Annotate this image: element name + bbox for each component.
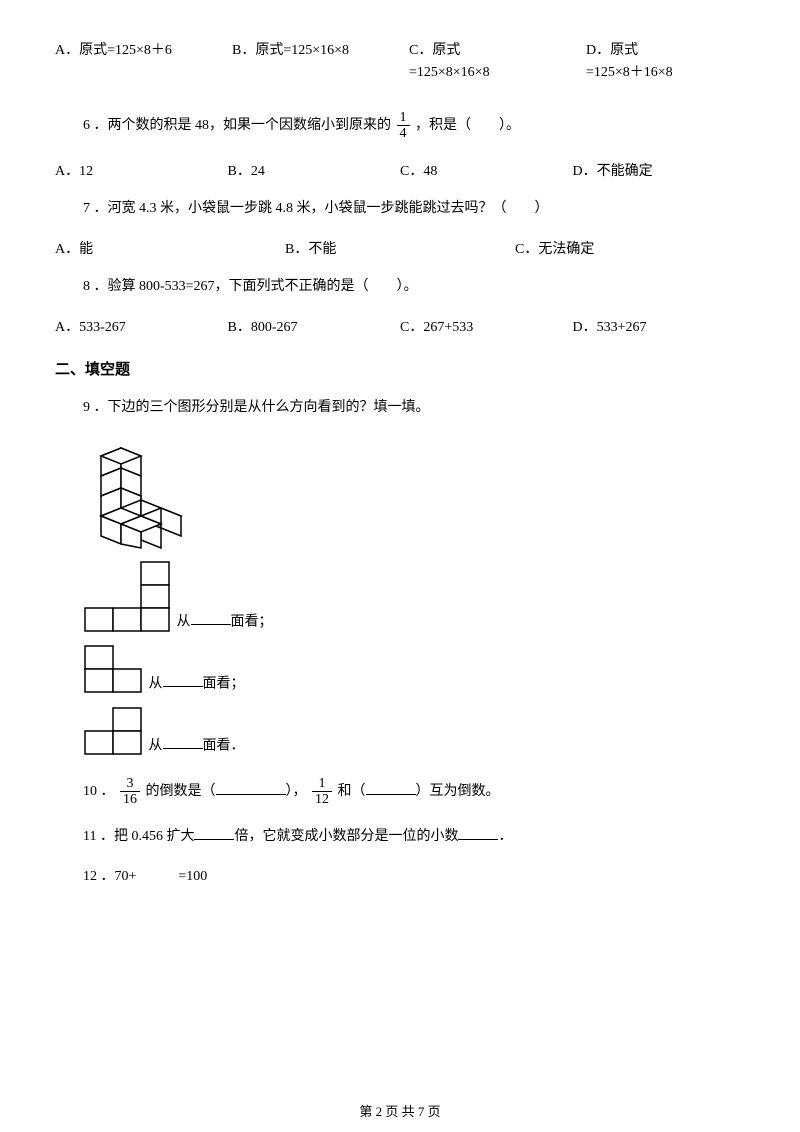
q12-text: 12 ．70+ =100: [83, 866, 745, 888]
q9-view3: 从 面看．: [83, 706, 745, 758]
q6-optA: A．12: [55, 160, 228, 180]
q9-blank3: [163, 735, 203, 749]
q5-optA: A．原式=125×8＋6: [55, 40, 214, 62]
q6-frac-den: 4: [397, 126, 410, 141]
q10-frac2: 1 12: [312, 776, 332, 808]
q11-suffix: ．: [498, 829, 512, 844]
q8-optC: C．267+533: [400, 316, 573, 336]
q5-optC: C．原式 =125×8×16×8: [409, 40, 568, 85]
q6-optB: B．24: [228, 160, 401, 180]
q9-from2: 从: [149, 676, 163, 691]
q9-view1: 从 面看；: [83, 560, 745, 634]
q6-fraction: 1 4: [397, 110, 410, 142]
q9-from3: 从: [149, 738, 163, 753]
q11-blank2: [458, 826, 498, 840]
q5-optD-l2: =125×8＋16×8: [586, 65, 673, 80]
q8-options: A．533-267 B．800-267 C．267+533 D．533+267: [55, 316, 745, 336]
q7-optB: B．不能: [285, 238, 515, 258]
q5-optB: B．原式=125×16×8: [232, 40, 391, 62]
q8-optA: A．533-267: [55, 316, 228, 336]
q10-mid2: ），: [286, 784, 307, 799]
q10-prefix: 10 ．: [83, 784, 115, 799]
q10-frac2-num: 1: [312, 776, 332, 792]
q6-prefix: 6 ．两个数的积是 48，如果一个因数缩小到原来的: [83, 118, 391, 133]
q9-side1: 面看；: [231, 614, 273, 629]
q6-frac-num: 1: [397, 110, 410, 126]
q5-options: A．原式=125×8＋6 B．原式=125×16×8 C．原式 =125×8×1…: [55, 40, 745, 85]
section-2-title: 二、填空题: [55, 358, 745, 379]
q5-optC-l2: =125×8×16×8: [409, 65, 490, 80]
q8-text: 8 ．验算 800-533=267，下面列式不正确的是（ ）。: [83, 276, 745, 298]
q10-frac1-num: 3: [120, 776, 140, 792]
page-footer: 第 2 页 共 7 页: [0, 1101, 800, 1120]
q7-optA: A．能: [55, 238, 285, 258]
q9-blank2: [163, 673, 203, 687]
cube-3d-icon: [83, 438, 193, 550]
q6-text: 6 ．两个数的积是 48，如果一个因数缩小到原来的 1 4 ，积是（ ）。: [83, 110, 745, 142]
q6-optC: C．48: [400, 160, 573, 180]
q10-frac1-den: 16: [120, 792, 140, 807]
q10-blank1: [216, 781, 286, 795]
q9-text: 9 ．下边的三个图形分别是从什么方向看到的？填一填。: [83, 397, 745, 419]
q6-optD: D．不能确定: [573, 160, 746, 180]
view2-grid-icon: [83, 644, 145, 696]
q5-optD-l1: D．原式: [586, 43, 638, 58]
q9-side2: 面看；: [203, 676, 245, 691]
q10-suffix: ）互为倒数。: [416, 784, 500, 799]
q10-frac1: 3 16: [120, 776, 140, 808]
q10-blank2: [366, 781, 416, 795]
view1-grid-icon: [83, 560, 173, 634]
q9-3d-figure: [83, 438, 745, 550]
q10-mid1: 的倒数是（: [146, 784, 216, 799]
q6-options: A．12 B．24 C．48 D．不能确定: [55, 160, 745, 180]
q10-text: 10 ． 3 16 的倒数是（ ）， 1 12 和（ ）互为倒数。: [83, 776, 745, 808]
q5-optD: D．原式 =125×8＋16×8: [586, 40, 745, 85]
q9-blank1: [191, 611, 231, 625]
q7-optC: C．无法确定: [515, 238, 745, 258]
q9-from1: 从: [177, 614, 191, 629]
q8-optB: B．800-267: [228, 316, 401, 336]
q11-blank1: [194, 826, 234, 840]
q10-frac2-den: 12: [312, 792, 332, 807]
q11-text: 11 ．把 0.456 扩大 倍，它就变成小数部分是一位的小数 ．: [83, 826, 745, 848]
q9-side3: 面看．: [203, 738, 245, 753]
q7-options: A．能 B．不能 C．无法确定: [55, 238, 745, 258]
q11-prefix: 11 ．把 0.456 扩大: [83, 829, 194, 844]
q9-view2: 从 面看；: [83, 644, 745, 696]
q11-mid: 倍，它就变成小数部分是一位的小数: [234, 829, 458, 844]
q7-text: 7 ．河宽 4.3 米，小袋鼠一步跳 4.8 米，小袋鼠一步跳能跳过去吗？（ ）: [83, 198, 745, 220]
view3-grid-icon: [83, 706, 145, 758]
q6-suffix: ，积是（ ）。: [415, 118, 520, 133]
q8-optD: D．533+267: [573, 316, 746, 336]
q5-optC-l1: C．原式: [409, 43, 460, 58]
q10-mid3: 和（: [338, 784, 366, 799]
